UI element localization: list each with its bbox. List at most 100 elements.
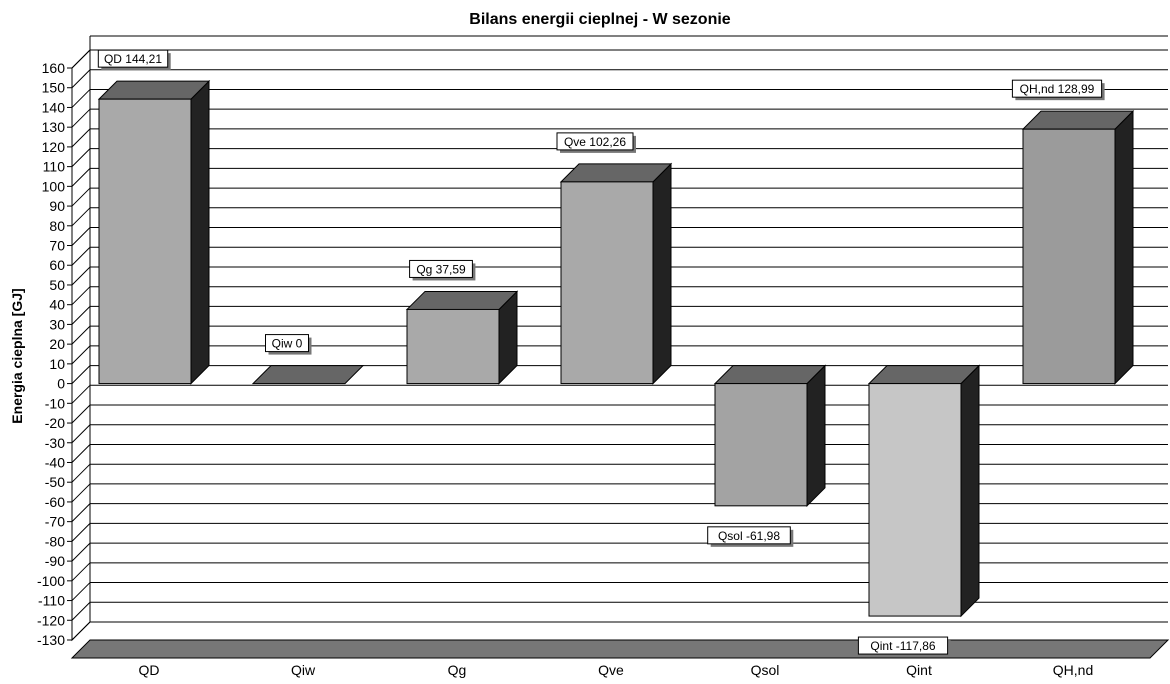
y-axis-ticks: -130-120-110-100-90-80-70-60-50-40-30-20…: [37, 60, 72, 648]
bar-side: [652, 162, 672, 385]
y-tick-label: 90: [49, 198, 65, 214]
y-tick-label: 130: [42, 119, 66, 135]
bar-top: [867, 365, 981, 385]
data-label-qiw: Qiw 0: [265, 334, 312, 355]
bar-front: [98, 98, 192, 385]
y-tick-label: -120: [37, 612, 65, 628]
x-tick-label: Qsol: [751, 662, 780, 678]
gridline-side: [71, 325, 91, 345]
gridline-side: [71, 306, 91, 325]
floor: [70, 639, 1170, 659]
data-label-box: [707, 526, 791, 545]
gridline-side: [71, 49, 91, 69]
gridline-side: [71, 601, 91, 621]
data-label-box: [409, 259, 473, 278]
y-tick-label: -20: [45, 415, 65, 431]
x-tick-label: Qiw: [291, 662, 316, 678]
bar-front: [868, 383, 962, 617]
y-tick-label: -50: [45, 474, 65, 490]
gridline-side: [71, 187, 91, 207]
bar-side: [190, 79, 210, 385]
y-tick-label: 70: [49, 238, 65, 254]
bar-top: [713, 365, 827, 385]
x-tick-label: Qg: [448, 662, 467, 678]
gridline-side: [71, 69, 91, 89]
gridline-side: [71, 167, 91, 187]
data-label-qint: Qint -117,86: [857, 636, 951, 658]
data-label-qve: Qve 102,26: [556, 132, 636, 153]
gridline-side: [71, 246, 91, 266]
gridline-side: [71, 384, 91, 404]
y-tick-label: -100: [37, 573, 65, 589]
x-axis-categories: QD Qiw Qg Qve Qsol Qint QH,nd: [139, 662, 1094, 678]
x-tick-label: Qint: [906, 662, 932, 678]
y-tick-label: 110: [43, 159, 66, 175]
gridline-side: [71, 542, 91, 562]
bar-top: [405, 290, 519, 310]
data-label-text: QH,nd 128,99: [1020, 82, 1095, 96]
bar-qint: [867, 364, 981, 618]
y-tick-label: -40: [45, 454, 65, 470]
y-tick-label: 20: [49, 336, 65, 352]
floor-plane: [70, 639, 1170, 659]
gridline-side: [71, 108, 91, 128]
gridline-side: [71, 266, 91, 286]
data-label-box: [1011, 79, 1103, 98]
bars: [97, 79, 1135, 618]
data-label-box: [556, 132, 634, 151]
y-tick-label: 10: [49, 356, 65, 372]
gridline-side: [71, 404, 91, 424]
gridline-side: [71, 463, 91, 483]
y-tick-label: 50: [49, 277, 65, 293]
bar-side: [960, 364, 980, 618]
data-label-text: Qint -117,86: [870, 639, 935, 653]
gridline-side: [71, 345, 91, 365]
bar-top: [97, 80, 211, 100]
data-label-box: [265, 334, 309, 353]
y-tick-label: 100: [42, 178, 66, 194]
gridline-side: [71, 483, 91, 503]
y-tick-label: -10: [45, 395, 65, 411]
data-label-text: Qve 102,26: [564, 135, 626, 149]
data-label-text: Qsol -61,98: [718, 529, 780, 543]
gridline-side: [71, 128, 91, 148]
y-tick-label: 160: [42, 60, 66, 76]
x-tick-label: QH,nd: [1053, 662, 1093, 678]
bar-qg: [405, 290, 519, 385]
y-tick-label: -110: [38, 593, 65, 609]
data-label-text: Qiw 0: [272, 337, 303, 351]
gridline-side: [71, 562, 91, 582]
data-label-qg: Qg 37,59: [409, 259, 476, 281]
bar-qiw: [251, 365, 365, 385]
bar-side: [1114, 109, 1134, 385]
gridline-side: [71, 621, 91, 641]
data-label-qd: QD 144,21: [97, 49, 171, 71]
data-label-qsol: Qsol -61,98: [707, 526, 794, 547]
gridline-side: [71, 207, 91, 227]
data-label-qh-nd: QH,nd 128,99: [1011, 79, 1105, 101]
data-label-text: QD 144,21: [104, 52, 162, 66]
chart-title: Bilans energii cieplnej - W sezonie: [469, 11, 731, 28]
bar-side: [806, 364, 826, 508]
gridline-side: [71, 424, 91, 444]
y-tick-label: 150: [42, 80, 66, 96]
gridline-side: [71, 523, 91, 542]
y-tick-label: 120: [42, 139, 66, 155]
x-tick-label: Qve: [598, 662, 624, 678]
gridline-side: [71, 148, 91, 167]
y-tick-label: -90: [45, 553, 65, 569]
y-tick-label: 60: [49, 257, 65, 273]
y-tick-label: -30: [45, 435, 65, 451]
y-tick-label: -70: [45, 514, 65, 530]
data-labels: QD 144,21 Qiw 0 Qg 37,59 Qve 102,26 Qsol -61…: [97, 49, 1105, 658]
data-label-text: Qg 37,59: [416, 262, 466, 276]
x-tick-label: QD: [139, 662, 160, 678]
y-tick-label: 40: [49, 297, 65, 313]
y-axis-label: Energia cieplna [GJ]: [9, 288, 25, 423]
bar-front: [714, 383, 808, 507]
bar-qsol: [713, 364, 827, 508]
bar-top: [1021, 110, 1135, 130]
y-tick-label: -130: [37, 632, 65, 648]
